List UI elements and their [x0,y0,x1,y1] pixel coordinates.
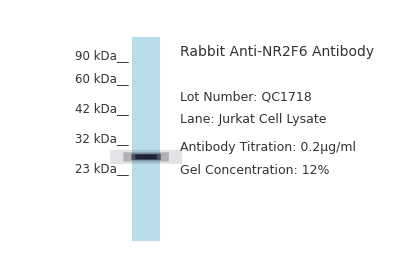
Text: 23 kDa__: 23 kDa__ [76,162,129,175]
FancyBboxPatch shape [123,152,169,161]
Text: Lane: Jurkat Cell Lysate: Lane: Jurkat Cell Lysate [180,113,327,126]
FancyBboxPatch shape [110,150,182,164]
Text: Lot Number: QC1718: Lot Number: QC1718 [180,90,312,103]
FancyBboxPatch shape [136,155,157,159]
Text: 32 kDa__: 32 kDa__ [76,132,129,145]
Text: 42 kDa__: 42 kDa__ [75,102,129,115]
Text: Gel Concentration: 12%: Gel Concentration: 12% [180,164,330,177]
FancyBboxPatch shape [131,154,161,160]
Text: 60 kDa__: 60 kDa__ [76,72,129,85]
Text: Antibody Titration: 0.2μg/ml: Antibody Titration: 0.2μg/ml [180,141,356,154]
Text: 90 kDa__: 90 kDa__ [76,49,129,62]
Bar [132,37,160,241]
Text: Rabbit Anti-NR2F6 Antibody: Rabbit Anti-NR2F6 Antibody [180,45,374,59]
